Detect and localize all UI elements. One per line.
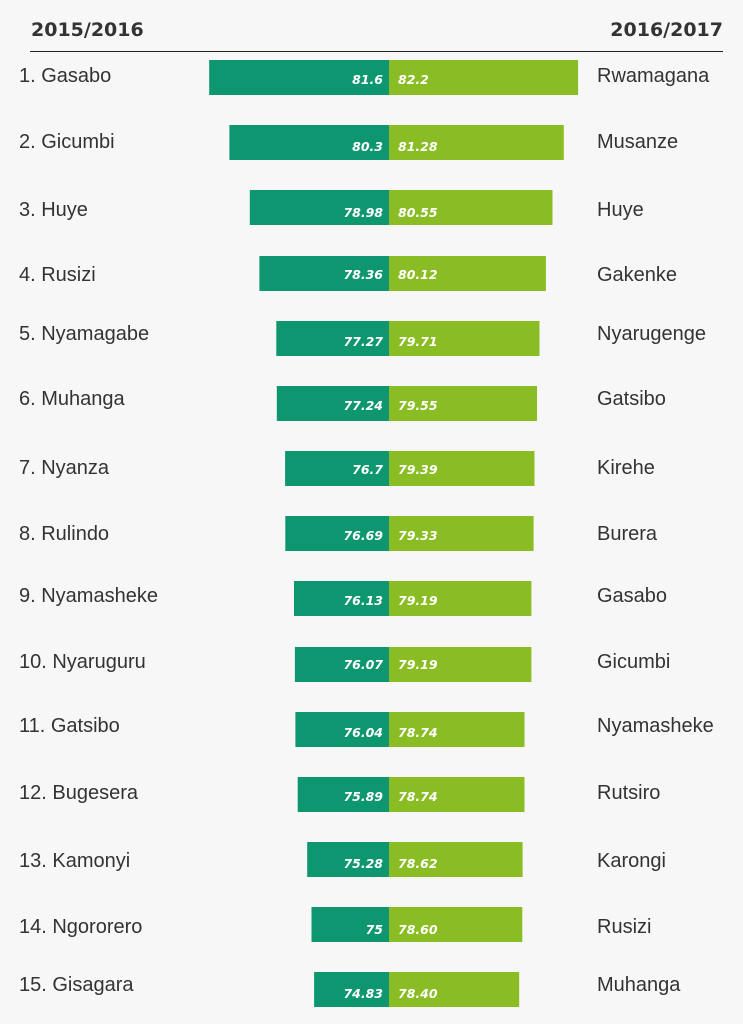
bar-2015-2016 (307, 842, 389, 877)
bar-2016-2017 (389, 190, 553, 225)
value-label-2015-2016: 76.07 (343, 657, 383, 672)
district-label-2015-2016: 14. Ngororero (19, 916, 142, 938)
district-label-2015-2016: 6. Muhanga (19, 388, 126, 410)
district-label-2016-2017: Karongi (597, 850, 666, 872)
bar-2015-2016 (294, 647, 389, 682)
value-label-2016-2017: 79.19 (398, 657, 438, 672)
bar-2015-2016 (209, 60, 389, 95)
value-label-2016-2017: 78.74 (398, 789, 438, 804)
bar-2016-2017 (389, 516, 534, 551)
bar-2015-2016 (249, 190, 389, 225)
bar-2016-2017 (389, 972, 520, 1007)
value-label-2015-2016: 76.04 (343, 725, 383, 740)
value-label-2016-2017: 78.74 (398, 725, 438, 740)
district-label-2015-2016: 15. Gisagara (19, 974, 134, 996)
bar-2016-2017 (389, 712, 525, 747)
left-column-header: 2015/2016 (31, 19, 144, 41)
value-label-2016-2017: 79.71 (398, 334, 438, 349)
bar-2015-2016 (276, 321, 389, 356)
value-label-2016-2017: 82.2 (398, 72, 429, 87)
value-label-2015-2016: 76.69 (343, 528, 383, 543)
district-label-2015-2016: 9. Nyamasheke (19, 585, 158, 607)
value-label-2015-2016: 75 (366, 922, 384, 937)
district-label-2016-2017: Gasabo (597, 585, 667, 607)
district-label-2015-2016: 8. Rulindo (19, 523, 109, 545)
district-label-2016-2017: Nyarugenge (597, 323, 706, 345)
bar-2015-2016 (294, 581, 389, 616)
value-label-2015-2016: 75.89 (343, 789, 383, 804)
value-label-2016-2017: 79.39 (398, 462, 438, 477)
district-label-2016-2017: Rutsiro (597, 782, 660, 804)
bar-2016-2017 (389, 777, 525, 812)
district-label-2016-2017: Nyamasheke (597, 715, 714, 737)
district-label-2016-2017: Rwamagana (597, 65, 710, 87)
bar-2016-2017 (389, 256, 546, 291)
value-label-2016-2017: 80.55 (398, 205, 438, 220)
district-label-2015-2016: 13. Kamonyi (19, 850, 130, 872)
bar-2015-2016 (297, 777, 389, 812)
district-label-2015-2016: 11. Gatsibo (19, 715, 120, 737)
district-label-2016-2017: Burera (597, 523, 658, 545)
district-label-2015-2016: 7. Nyanza (19, 457, 110, 479)
bar-2016-2017 (389, 60, 579, 95)
value-label-2015-2016: 76.13 (343, 593, 383, 608)
district-label-2016-2017: Muhanga (597, 974, 681, 996)
value-label-2016-2017: 80.12 (398, 267, 438, 282)
district-label-2016-2017: Gicumbi (597, 651, 670, 673)
bar-2016-2017 (389, 321, 540, 356)
value-label-2016-2017: 78.62 (398, 856, 438, 871)
district-label-2015-2016: 1. Gasabo (19, 65, 111, 87)
value-label-2015-2016: 80.3 (352, 139, 383, 154)
district-label-2015-2016: 5. Nyamagabe (19, 323, 149, 345)
district-label-2016-2017: Kirehe (597, 457, 655, 479)
bar-2015-2016 (285, 451, 389, 486)
district-label-2016-2017: Huye (597, 199, 644, 221)
bar-2016-2017 (389, 647, 532, 682)
bar-2016-2017 (389, 907, 523, 942)
bar-2016-2017 (389, 842, 523, 877)
value-label-2016-2017: 79.19 (398, 593, 438, 608)
right-column-header: 2016/2017 (610, 19, 723, 41)
district-label-2015-2016: 4. Rusizi (19, 264, 96, 286)
value-label-2015-2016: 77.24 (343, 398, 383, 413)
bar-2016-2017 (389, 581, 532, 616)
district-label-2015-2016: 12. Bugesera (19, 782, 139, 804)
district-label-2016-2017: Musanze (597, 131, 678, 153)
bar-2015-2016 (285, 516, 389, 551)
value-label-2015-2016: 78.98 (343, 205, 383, 220)
value-label-2015-2016: 75.28 (343, 856, 383, 871)
district-label-2016-2017: Rusizi (597, 916, 651, 938)
value-label-2016-2017: 78.40 (398, 986, 438, 1001)
district-label-2015-2016: 10. Nyaruguru (19, 651, 146, 673)
value-label-2016-2017: 78.60 (398, 922, 438, 937)
bar-2016-2017 (389, 451, 535, 486)
value-label-2015-2016: 78.36 (343, 267, 383, 282)
district-label-2015-2016: 3. Huye (19, 199, 88, 221)
bar-2016-2017 (389, 386, 537, 421)
value-label-2015-2016: 81.6 (352, 72, 383, 87)
bar-2015-2016 (259, 256, 389, 291)
bar-2015-2016 (276, 386, 389, 421)
bar-2015-2016 (229, 125, 389, 160)
district-label-2016-2017: Gatsibo (597, 388, 666, 410)
value-label-2016-2017: 81.28 (398, 139, 438, 154)
value-label-2016-2017: 79.55 (398, 398, 438, 413)
bar-2015-2016 (311, 907, 389, 942)
bar-2016-2017 (389, 125, 564, 160)
header-rule (30, 51, 723, 52)
district-label-2015-2016: 2. Gicumbi (19, 131, 115, 153)
bar-2015-2016 (295, 712, 389, 747)
value-label-2015-2016: 77.27 (343, 334, 383, 349)
value-label-2016-2017: 79.33 (398, 528, 438, 543)
value-label-2015-2016: 76.7 (352, 462, 383, 477)
value-label-2015-2016: 74.83 (343, 986, 383, 1001)
district-label-2016-2017: Gakenke (597, 264, 677, 286)
bar-2015-2016 (314, 972, 389, 1007)
